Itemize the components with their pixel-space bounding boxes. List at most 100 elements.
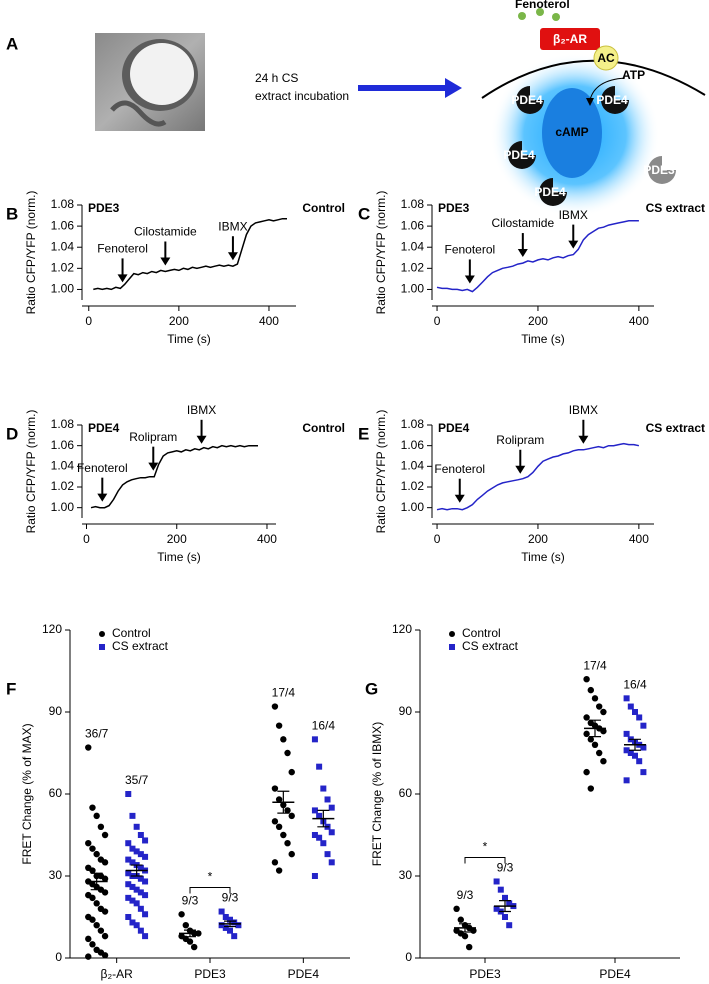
point — [231, 933, 238, 940]
signaling-diagram — [481, 8, 706, 217]
point — [125, 894, 132, 901]
point — [328, 859, 335, 866]
point — [461, 932, 469, 940]
legend-label: CS extract — [462, 639, 519, 653]
n-label: 9/3 — [497, 861, 514, 875]
point — [89, 804, 96, 811]
y-tick-label: 1.08 — [51, 197, 75, 211]
receptor-label: β₂-AR — [553, 32, 587, 46]
x-tick-label: PDE3 — [469, 967, 501, 981]
x-tick-label: 200 — [167, 532, 187, 546]
event-arrowhead — [117, 274, 128, 283]
point — [596, 749, 603, 757]
point — [93, 922, 100, 929]
point — [600, 758, 607, 765]
event-label: IBMX — [218, 219, 247, 233]
point — [101, 875, 109, 882]
event-label: Rolipram — [496, 433, 544, 447]
point — [222, 924, 229, 931]
point — [129, 883, 136, 890]
enzyme-label: PDE4 — [511, 93, 543, 107]
y-tick-label: 1.02 — [51, 479, 75, 493]
point — [142, 892, 149, 899]
point — [320, 840, 327, 847]
x-axis-label: Time (s) — [167, 332, 211, 346]
panel-subtitle: CS extract — [646, 201, 705, 215]
point — [311, 736, 318, 743]
point — [137, 851, 144, 858]
point — [271, 859, 279, 866]
event-label: Cilostamide — [134, 225, 197, 239]
point — [142, 878, 149, 885]
x-axis-label: Time (s) — [157, 550, 201, 564]
point — [137, 905, 144, 912]
point — [142, 853, 149, 860]
point — [623, 747, 630, 754]
event-label: Fenoterol — [77, 461, 128, 475]
point — [231, 919, 238, 926]
sem-bar — [184, 929, 196, 938]
point — [316, 834, 323, 841]
point — [324, 796, 331, 803]
x-tick-label: 400 — [629, 314, 649, 328]
sem-bar — [629, 738, 641, 751]
significance-bracket — [464, 856, 506, 864]
event-arrowhead — [196, 435, 207, 444]
point — [502, 894, 508, 901]
point — [316, 763, 323, 770]
n-label: 16/4 — [312, 719, 336, 733]
panel-label: B — [6, 204, 18, 223]
event-label: Fenoterol — [444, 243, 495, 257]
point — [125, 881, 132, 888]
point — [583, 676, 590, 683]
point — [311, 873, 318, 879]
point — [222, 914, 229, 920]
point — [133, 900, 140, 907]
event-label: IBMX — [559, 208, 588, 222]
x-tick-label: 200 — [528, 532, 548, 546]
y-tick-label: 1.08 — [401, 197, 425, 211]
point — [93, 900, 100, 907]
n-label: 9/3 — [457, 888, 474, 902]
point — [600, 708, 607, 716]
point — [85, 953, 92, 960]
panel-label: A — [6, 34, 18, 53]
point — [493, 905, 500, 912]
point — [182, 922, 189, 929]
point — [288, 768, 295, 776]
panel-label: E — [358, 424, 369, 443]
x-tick-label: 400 — [259, 314, 279, 328]
sem-bar — [499, 900, 511, 913]
point — [275, 722, 283, 729]
legend-marker — [99, 631, 105, 637]
point — [632, 752, 638, 759]
y-tick-label: 0 — [55, 950, 62, 964]
legend-marker — [449, 631, 455, 637]
y-tick-label: 1.02 — [401, 261, 425, 275]
sem-bar — [130, 864, 143, 877]
point — [101, 908, 109, 915]
enzyme-label: PDE4 — [503, 148, 535, 162]
point — [101, 952, 109, 959]
point — [583, 768, 590, 776]
y-tick-label: 1.08 — [51, 417, 75, 431]
event-arrowhead — [148, 462, 159, 471]
y-tick-label: 60 — [49, 786, 63, 800]
x-tick-label: 0 — [434, 314, 441, 328]
event-arrowhead — [515, 465, 526, 474]
panel-title: PDE4 — [88, 421, 120, 435]
panel-label: F — [6, 679, 16, 698]
point — [632, 709, 638, 715]
point — [97, 823, 105, 830]
significance-star: * — [208, 870, 213, 884]
event-label: Rolipram — [129, 430, 177, 444]
event-arrowhead — [578, 435, 589, 444]
x-tick-label: 400 — [257, 532, 277, 546]
trace — [436, 442, 640, 511]
point — [311, 832, 318, 838]
event-arrowhead — [568, 240, 579, 249]
point — [324, 851, 331, 858]
point — [89, 845, 96, 852]
event-arrowhead — [97, 493, 108, 502]
